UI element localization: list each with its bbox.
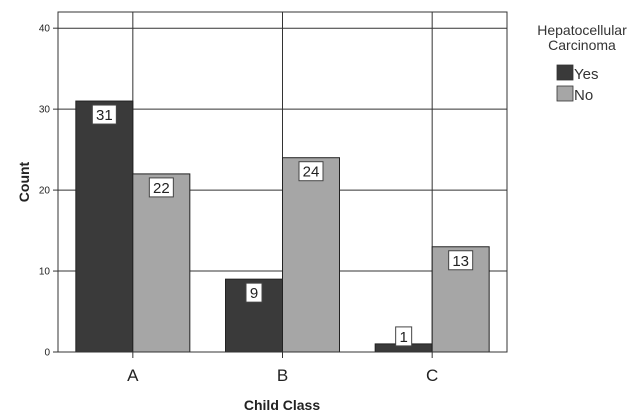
- legend-label-no: No: [574, 87, 593, 104]
- legend-label-yes: Yes: [574, 66, 598, 83]
- legend-title-line-1: Hepatocellular: [537, 22, 627, 38]
- x-tick-label-a: A: [127, 366, 139, 385]
- data-label-box: [148, 177, 174, 198]
- bar-no-b: [282, 157, 340, 353]
- legend-title-line-2: Carcinoma: [548, 37, 616, 53]
- y-tick-label: 40: [39, 24, 51, 35]
- bar-yes-a: [75, 100, 134, 353]
- data-label-box: [91, 104, 117, 125]
- data-label-box: [298, 161, 324, 182]
- legend-swatch-no: [556, 85, 574, 102]
- data-label-no-a: 22: [153, 180, 170, 197]
- y-tick-label: 0: [44, 348, 50, 359]
- bars: [75, 100, 490, 353]
- data-label-no-c: 13: [452, 253, 469, 270]
- data-label-no-b: 24: [303, 164, 320, 181]
- legend-swatch-yes: [556, 64, 574, 81]
- data-label-box: [395, 326, 413, 347]
- data-labels: 31 22 9 24 1 13: [91, 104, 474, 347]
- data-label-box: [448, 250, 474, 271]
- y-tick-label: 20: [39, 186, 51, 197]
- x-tick-label-c: C: [426, 366, 438, 385]
- y-tick-label: 10: [39, 267, 51, 278]
- axes: 0 10 20 30 40 A B C: [39, 24, 438, 385]
- legend: Hepatocellular Carcinoma Yes No: [537, 22, 627, 104]
- data-label-yes-b: 9: [250, 285, 258, 302]
- x-axis-title: Child Class: [244, 397, 320, 413]
- y-axis-title: Count: [16, 161, 32, 202]
- data-label-yes-a: 31: [96, 107, 113, 124]
- data-label-box: [245, 282, 263, 303]
- x-tick-label-b: B: [277, 366, 288, 385]
- bar-no-a: [132, 173, 191, 353]
- data-label-yes-c: 1: [399, 329, 407, 346]
- y-tick-label: 30: [39, 105, 51, 116]
